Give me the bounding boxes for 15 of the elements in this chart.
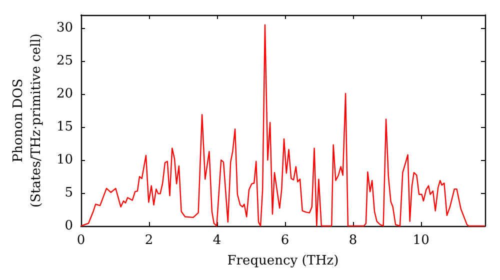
x-tick-label: 0 xyxy=(76,233,86,248)
y-axis-title: Phonon DOS (States/THz·primitive cell) xyxy=(11,33,44,208)
y-tick-label: 20 xyxy=(56,86,73,102)
x-tick-label: 8 xyxy=(348,233,358,248)
x-tick-label: 10 xyxy=(412,233,430,248)
x-tick-label: 4 xyxy=(212,233,222,248)
y-tick-label: 0 xyxy=(64,218,73,234)
x-axis-title: Frequency (THz) xyxy=(227,253,339,268)
x-tick-label: 6 xyxy=(280,233,290,248)
y-tick-label: 5 xyxy=(64,186,73,201)
y-tick-label: 30 xyxy=(56,20,73,36)
x-tick-label: 2 xyxy=(144,233,154,248)
y-tick-label: 15 xyxy=(56,120,73,135)
y-tick-label: 25 xyxy=(56,54,73,69)
y-tick-label: 10 xyxy=(56,152,73,168)
